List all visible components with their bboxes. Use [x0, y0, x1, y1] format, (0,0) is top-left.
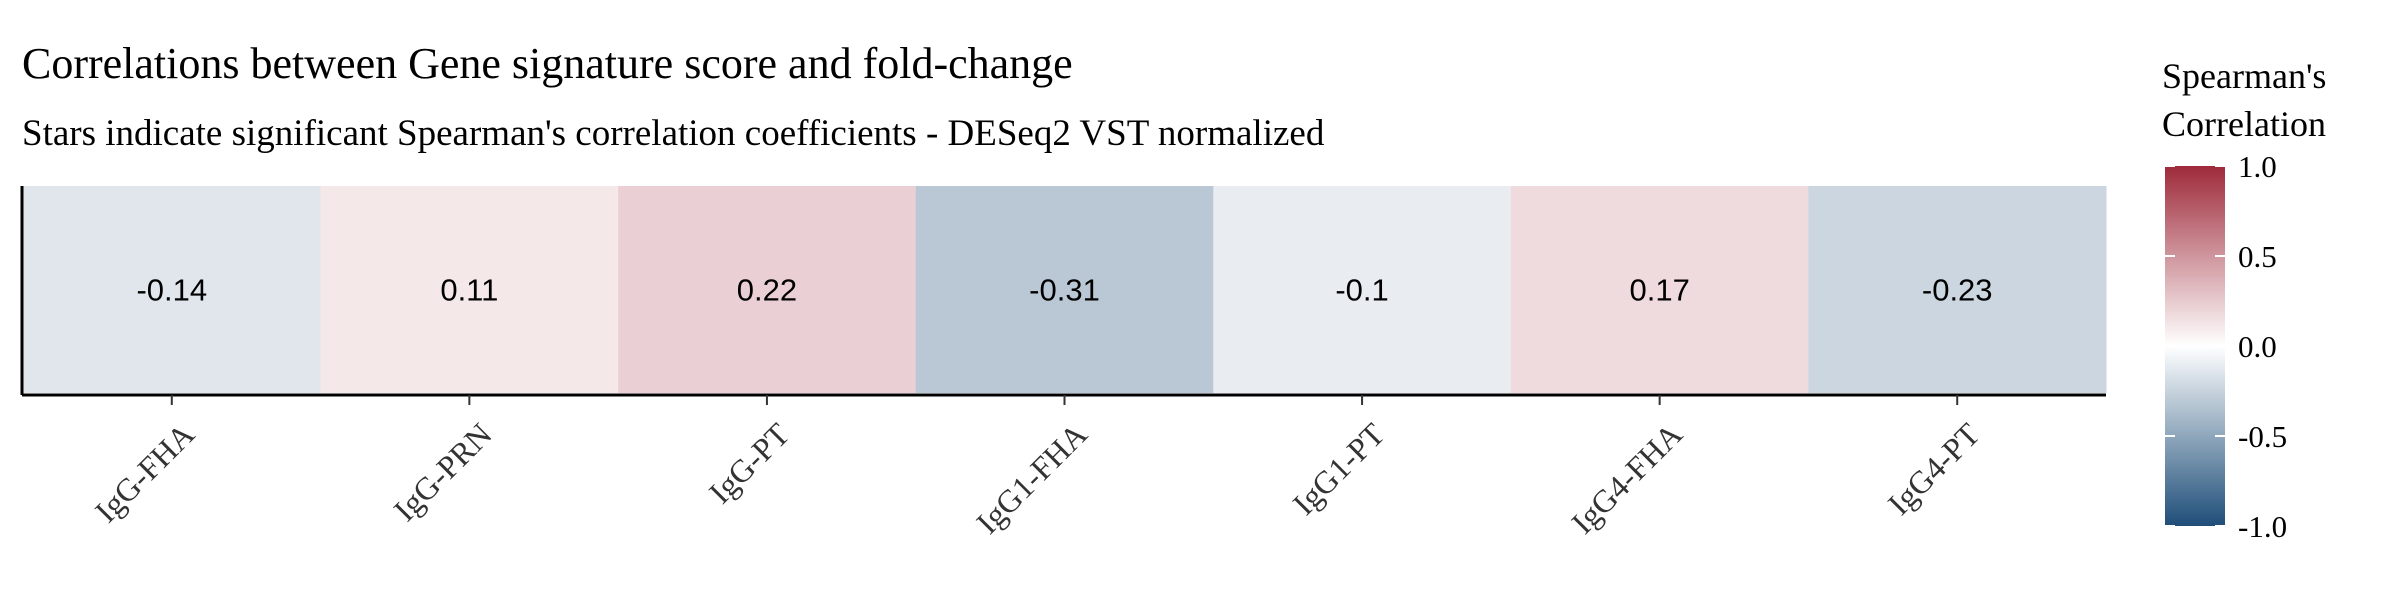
- x-tick-label: IgG4-PT: [1881, 416, 1987, 522]
- x-tick-label: IgG4-FHA: [1564, 416, 1689, 541]
- legend-tick-label: 1.0: [2238, 149, 2277, 184]
- legend-tick-label: -0.5: [2238, 419, 2287, 454]
- cell-value-label: 0.17: [1629, 273, 1689, 308]
- x-tick-label: IgG1-FHA: [969, 416, 1094, 541]
- legend-title-line-1: Spearman's: [2162, 56, 2326, 96]
- x-tick-label: IgG-PRN: [387, 416, 499, 528]
- chart-subtitle: Stars indicate significant Spearman's co…: [22, 113, 1325, 154]
- cell-value-label: 0.22: [737, 273, 797, 308]
- heatmap-cells: -0.14 0.11 0.22 -0.31 -0.1 0.17 -0.23: [23, 186, 2107, 393]
- cell-value-label: -0.31: [1029, 273, 1100, 308]
- x-tick-label: IgG1-PT: [1286, 416, 1392, 522]
- x-tick-label: IgG-FHA: [88, 416, 201, 529]
- heatmap-cell: [915, 186, 1214, 393]
- cell-value-label: -0.1: [1335, 273, 1388, 308]
- x-axis-ticks: IgG-FHA IgG-PRN IgG-PT IgG1-FHA IgG1-PT IgG4-…: [88, 395, 1987, 541]
- heatmap-cell: [23, 186, 322, 393]
- legend-tick-label: 0.5: [2238, 239, 2277, 274]
- cell-value-label: -0.23: [1922, 273, 1993, 308]
- heatmap-cell: [320, 186, 619, 393]
- cell-value-label: -0.14: [136, 273, 207, 308]
- color-legend: Spearman's Correlation 1.0 0.5 0.0 -0.5 -1.0: [2162, 56, 2326, 544]
- heatmap-cell: [1808, 186, 2107, 393]
- legend-tick-label: -1.0: [2238, 509, 2287, 544]
- heatmap-cell: [1510, 186, 1809, 393]
- legend-tick-label: 0.0: [2238, 329, 2277, 364]
- heatmap-cell: [1213, 186, 1512, 393]
- cell-value-label: 0.11: [440, 273, 498, 308]
- chart-title: Correlations between Gene signature scor…: [22, 39, 1073, 88]
- x-tick-label: IgG-PT: [702, 416, 797, 511]
- heatmap-cell: [618, 186, 917, 393]
- legend-title-line-2: Correlation: [2162, 104, 2326, 144]
